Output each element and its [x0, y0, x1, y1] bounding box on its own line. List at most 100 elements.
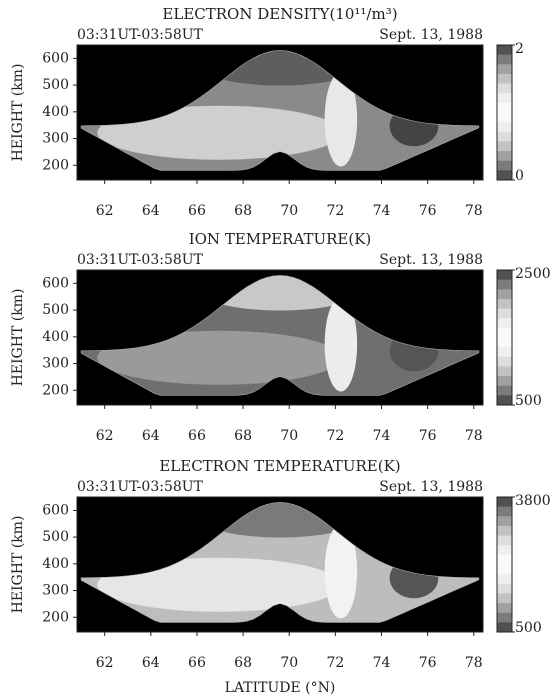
colorbar-band [497, 131, 512, 142]
coverage-outline [80, 502, 480, 623]
colorbar-band [497, 497, 512, 507]
y-tick-label: 600 [42, 275, 69, 291]
time-range: 03:31UT-03:58UT [77, 252, 204, 268]
date: Sept. 13, 1988 [379, 479, 483, 495]
contour-band [324, 72, 358, 167]
colorbar-band [497, 366, 512, 377]
colorbar-band [497, 289, 512, 300]
colorbar-frame [496, 496, 513, 633]
colorbar-band [497, 122, 512, 133]
colorbar-band [497, 298, 512, 309]
colorbar-band [497, 516, 512, 527]
x-tick-label: 72 [326, 203, 344, 219]
y-tick-label: 600 [42, 50, 69, 66]
y-axis-label: HEIGHT (km) [10, 289, 26, 387]
y-tick-label: 200 [42, 609, 69, 625]
y-tick-label: 400 [42, 556, 69, 572]
x-tick-label: 66 [188, 203, 206, 219]
date: Sept. 13, 1988 [379, 252, 483, 268]
contour-band [324, 524, 358, 619]
colorbar-label: 500 [515, 620, 542, 636]
x-tick-label: 76 [419, 655, 437, 671]
colorbar-band [497, 93, 512, 104]
colorbar-label: 3800 [515, 493, 551, 509]
colorbar-band [497, 554, 512, 565]
colorbar-band [497, 603, 512, 614]
colorbar-band [497, 385, 512, 396]
plot-frame [76, 44, 484, 181]
colorbar-band [497, 279, 512, 290]
x-tick-label: 62 [96, 655, 114, 671]
contour-band [97, 557, 341, 612]
colorbar-band [497, 83, 512, 94]
colorbar-band [497, 535, 512, 546]
colorbar-band [497, 525, 512, 536]
colorbar-band [497, 112, 512, 123]
y-axis-label: HEIGHT (km) [10, 516, 26, 614]
x-tick-label: 74 [373, 655, 391, 671]
colorbar-band [497, 583, 512, 594]
colorbar-band [497, 45, 512, 55]
colorbar-band [497, 376, 512, 387]
y-axis-label: HEIGHT (km) [10, 64, 26, 162]
colorbar-band [497, 64, 512, 75]
panel-title: ION TEMPERATURE(K) [189, 230, 372, 248]
colorbar-band [497, 327, 512, 338]
y-tick-label: 200 [42, 382, 69, 398]
coverage-outline [80, 275, 480, 396]
contour-band [324, 297, 358, 392]
x-tick-label: 66 [188, 428, 206, 444]
x-tick-label: 70 [280, 655, 298, 671]
y-tick-label: 600 [42, 502, 69, 518]
y-tick-label: 300 [42, 131, 69, 147]
y-tick-label: 300 [42, 356, 69, 372]
x-tick-label: 64 [142, 428, 160, 444]
x-tick-label: 78 [465, 428, 483, 444]
colorbar-band [497, 170, 512, 181]
y-tick-label: 500 [42, 302, 69, 318]
x-tick-label: 78 [465, 203, 483, 219]
colorbar-band [497, 160, 512, 171]
colorbar-band [497, 545, 512, 556]
x-tick-label: 70 [280, 203, 298, 219]
x-tick-label: 74 [373, 203, 391, 219]
colorbar-band [497, 622, 512, 633]
colorbar-band [497, 395, 512, 406]
colorbar-label: 500 [515, 393, 542, 409]
x-tick-label: 68 [234, 203, 252, 219]
x-tick-label: 66 [188, 655, 206, 671]
colorbar-band [497, 337, 512, 348]
y-tick-label: 500 [42, 77, 69, 93]
x-tick-label: 62 [96, 428, 114, 444]
colorbar-band [497, 356, 512, 367]
y-tick-label: 400 [42, 104, 69, 120]
x-tick-label: 78 [465, 655, 483, 671]
contour-band [97, 330, 341, 385]
x-tick-label: 70 [280, 428, 298, 444]
y-tick-label: 300 [42, 583, 69, 599]
colorbar-band [497, 318, 512, 329]
panel-title: ELECTRON TEMPERATURE(K) [159, 457, 400, 475]
colorbar-band [497, 574, 512, 585]
x-tick-label: 62 [96, 203, 114, 219]
colorbar-band [497, 593, 512, 604]
plot-frame [76, 496, 484, 633]
colorbar-frame [496, 44, 513, 181]
coverage-outline [80, 50, 480, 171]
x-tick-label: 68 [234, 428, 252, 444]
colorbar-band [497, 141, 512, 152]
colorbar-frame [496, 269, 513, 406]
time-range: 03:31UT-03:58UT [77, 479, 204, 495]
colorbar-band [497, 102, 512, 113]
x-tick-label: 68 [234, 655, 252, 671]
x-tick-label: 64 [142, 203, 160, 219]
y-tick-label: 400 [42, 329, 69, 345]
colorbar-band [497, 151, 512, 162]
colorbar-band [497, 308, 512, 319]
colorbar-label: 0 [515, 168, 524, 184]
time-range: 03:31UT-03:58UT [77, 27, 204, 43]
colorbar-band [497, 54, 512, 65]
x-tick-label: 64 [142, 655, 160, 671]
x-tick-label: 72 [326, 428, 344, 444]
